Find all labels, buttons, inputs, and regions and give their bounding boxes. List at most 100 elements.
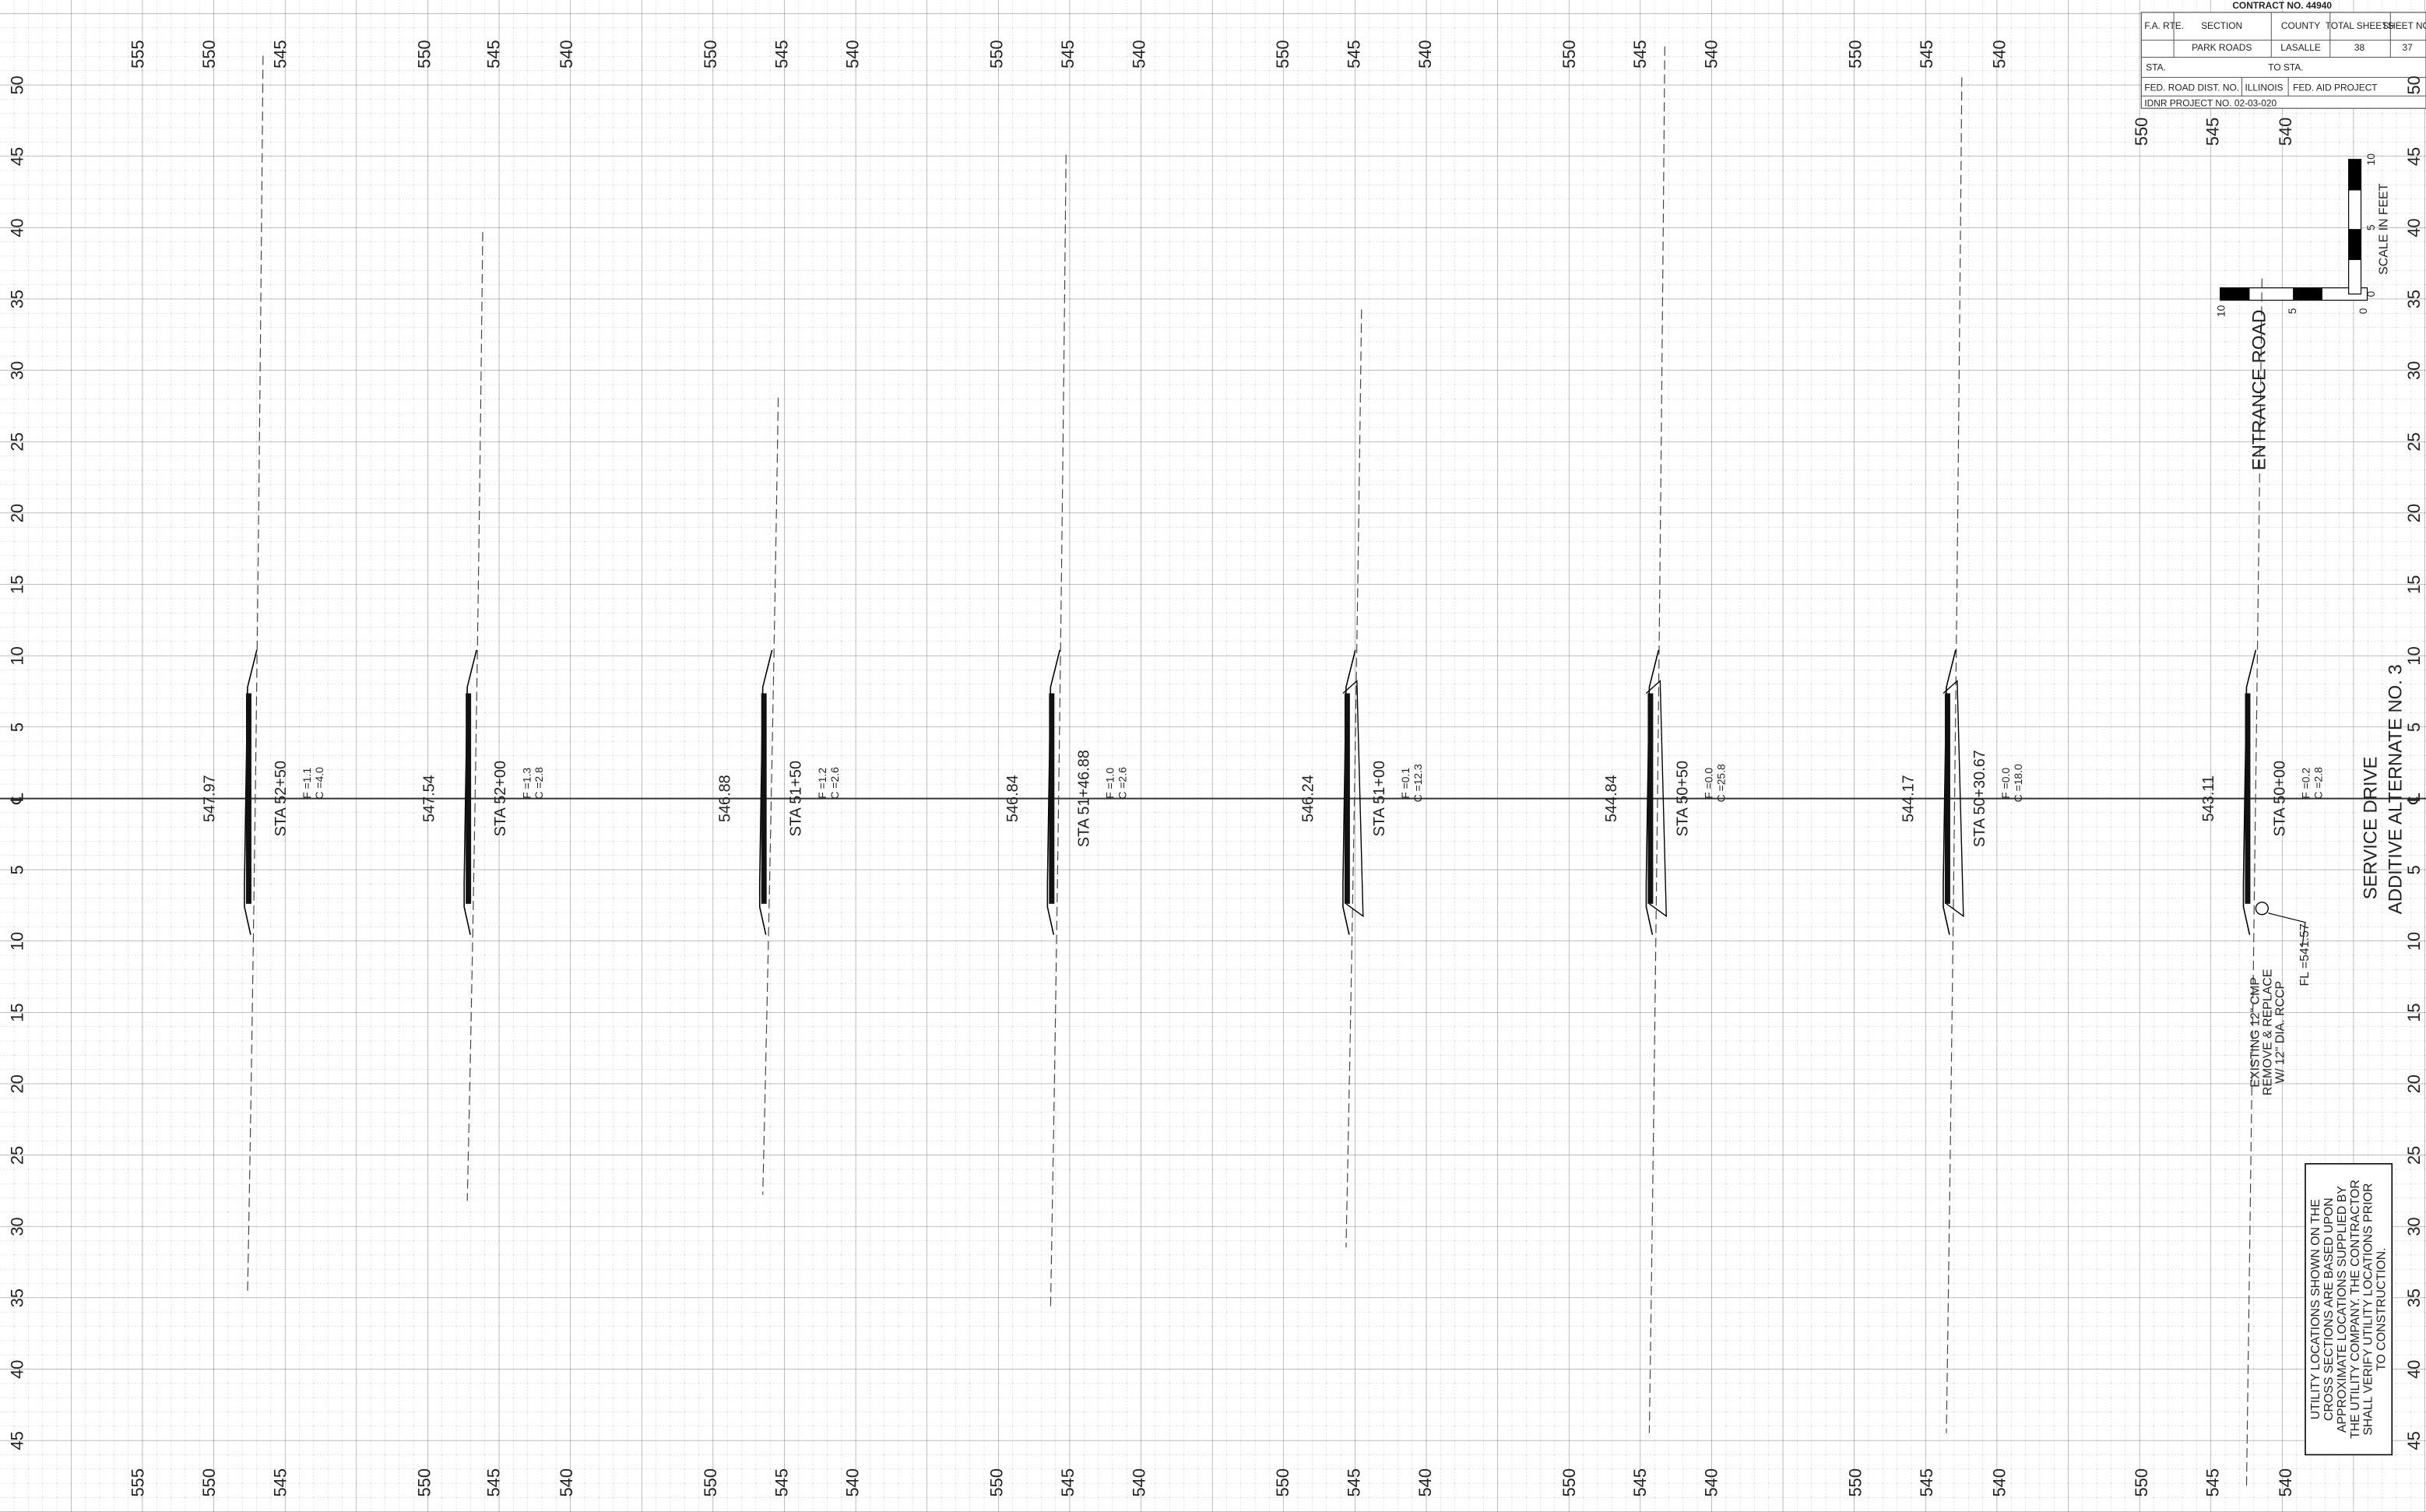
elevation-tick-label: 550 (414, 1468, 434, 1496)
elevation-tick-label: 545 (1917, 40, 1936, 68)
section-header: SECTION (2201, 20, 2242, 31)
elevation-tick-label: 540 (1129, 40, 1148, 68)
elevation: 543.11 (2200, 775, 2217, 821)
offset-label: 15 (8, 1003, 27, 1021)
proposed-section (1645, 649, 1660, 935)
flow-line: FL =541.57 (2298, 923, 2312, 986)
elevation-tick-label: 550 (2132, 118, 2151, 146)
offset-label: 50 (2404, 76, 2424, 94)
offset-label: 30 (8, 361, 27, 380)
offset-label: 15 (2404, 1003, 2424, 1021)
utility-note: TO CONSTRUCTION. (2375, 1247, 2389, 1370)
offset-label: 10 (2404, 646, 2424, 665)
offset-label: 30 (8, 1217, 27, 1236)
elevation-tick-label: 545 (1058, 1468, 1078, 1496)
scale-tick-label: 0 (2364, 291, 2377, 297)
elevation: 546.84 (1004, 775, 1021, 822)
offset-label: 25 (8, 432, 27, 451)
pavement (761, 693, 767, 904)
elevation-tick-label: 545 (484, 1468, 504, 1496)
elevation-tick-label: 550 (701, 1468, 720, 1496)
elevation-tick-label: 550 (1845, 40, 1865, 68)
scale-bar-segment (2348, 159, 2361, 191)
fill-depth: F =1.0 (1104, 768, 1116, 799)
sheet-no-header: SHEET NO. (2382, 20, 2426, 31)
pavement (1049, 693, 1055, 904)
note-box (2305, 1162, 2393, 1456)
ground-line (762, 397, 779, 1195)
station: STA 52+00 (492, 761, 509, 836)
cut-depth: C =4.0 (313, 767, 325, 800)
fed-road-dist: FED. ROAD DIST. NO. (2144, 82, 2239, 93)
elevation-tick-label: 540 (843, 1468, 863, 1496)
elevation: 544.84 (1603, 775, 1620, 822)
trench (1645, 680, 1667, 918)
scale-tick-label: 10 (2364, 153, 2377, 166)
station: STA 50+00 (2271, 761, 2288, 836)
additive-alternate: ADDITIVE ALTERNATE NO. 3 (2386, 664, 2407, 914)
elevation-tick-label: 550 (987, 1468, 1007, 1496)
elevation-tick-label: 555 (128, 40, 148, 68)
ground-line (1050, 154, 1067, 1310)
elevation-tick-label: 550 (1559, 40, 1579, 68)
section-value: PARK ROADS (2192, 42, 2252, 53)
utility-note: APPROXIMATE LOCATIONS SUPPLIED BY (2336, 1186, 2349, 1433)
elevation-tick-label: 540 (1989, 40, 2009, 68)
culvert-note: W/ 12" DIA. RCCP (2273, 981, 2287, 1084)
title-block: CONTRACT NO. 44940 F.A. RTE. SECTION COU… (2140, 0, 2426, 109)
elevation-tick-label: 545 (772, 1468, 791, 1496)
elevation-tick-label: 550 (1559, 1468, 1579, 1496)
title-block-frame (2140, 12, 2426, 109)
elevation-tick-label: 550 (199, 1468, 219, 1496)
elevation-tick-label: 545 (2203, 118, 2223, 146)
station: STA 50+30.67 (1971, 750, 1988, 847)
offset-label: 40 (2404, 1360, 2424, 1379)
fill-depth: F =0.1 (1399, 768, 1412, 799)
ground-line (2245, 278, 2263, 1486)
elevation-tick-label: 545 (270, 40, 290, 68)
elevation-tick-label: 545 (772, 40, 791, 68)
pavement (1647, 693, 1654, 904)
proposed-section (758, 649, 773, 935)
ground-line (1648, 46, 1665, 1433)
ground-line (247, 55, 264, 1294)
elevation-tick-label: 540 (1415, 1468, 1435, 1496)
sheet-no-value: 37 (2403, 42, 2414, 53)
offset-label: 10 (2404, 932, 2424, 951)
elevation-tick-label: 550 (2132, 1468, 2151, 1496)
elevation: 546.24 (1299, 775, 1317, 822)
offset-label: 35 (8, 290, 27, 308)
ground-line (1946, 77, 1963, 1433)
offset-label: 25 (8, 1146, 27, 1165)
total-sheets-value: 38 (2354, 42, 2365, 53)
proposed-section (2242, 649, 2257, 935)
contract-number: CONTRACT NO. 44940 (2232, 0, 2332, 11)
fed-aid-project: FED. AID PROJECT (2293, 82, 2377, 93)
offset-label: 45 (8, 1431, 27, 1450)
culvert-note: REMOVE & REPLACE (2262, 969, 2275, 1095)
fill-depth: F =1.1 (301, 768, 313, 799)
ground-line (1345, 309, 1362, 1248)
fill-depth: F =0.0 (1999, 768, 2012, 799)
elevation-tick-label: 540 (1702, 40, 1721, 68)
elevation-tick-label: 540 (1989, 1468, 2009, 1496)
cut-depth: C =18.0 (2012, 764, 2024, 802)
offset-label: 15 (8, 575, 27, 594)
fa-rte: F.A. RTE. (2144, 20, 2184, 31)
elevation-tick-label: 550 (987, 40, 1007, 68)
scale-tick-label: 5 (2364, 224, 2377, 230)
fill-depth: F =1.2 (816, 768, 828, 799)
to-sta-label: TO STA. (2268, 62, 2303, 73)
elevation-tick-label: 540 (1415, 40, 1435, 68)
offset-label: 20 (2404, 1074, 2424, 1093)
elevation: 547.54 (421, 775, 438, 822)
elevation-tick-label: 540 (1702, 1468, 1721, 1496)
utility-note: THE UTILITY COMPANY. THE CONTRACTOR (2349, 1180, 2362, 1439)
scale-bar (2220, 159, 2368, 301)
elevation-tick-label: 550 (199, 40, 219, 68)
pavement (245, 693, 251, 904)
elevation-tick-label: 545 (1917, 1468, 1936, 1496)
proposed-section (1046, 649, 1061, 935)
scale-bar-segment (2293, 287, 2322, 301)
